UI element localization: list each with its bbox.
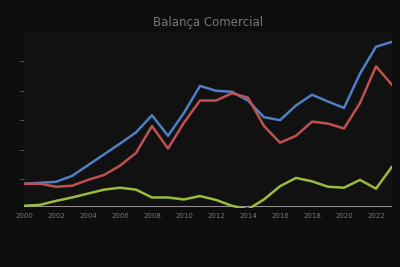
Importações	[38, 182, 42, 185]
Exportações	[214, 89, 218, 92]
Saldo	[150, 196, 154, 199]
Importações	[102, 173, 106, 176]
Exportações	[374, 45, 378, 48]
Exportações	[70, 174, 74, 178]
Saldo	[38, 203, 42, 206]
Saldo	[70, 196, 74, 199]
Importações	[374, 65, 378, 68]
Saldo	[294, 176, 298, 179]
Exportações	[230, 90, 234, 93]
Exportações	[182, 111, 186, 114]
Saldo	[134, 188, 138, 191]
Saldo	[326, 185, 330, 188]
Importações	[310, 120, 314, 123]
Title: Balança Comercial: Balança Comercial	[153, 17, 263, 29]
Importações	[54, 185, 58, 188]
Saldo	[278, 185, 282, 188]
Saldo	[358, 178, 362, 182]
Importações	[182, 121, 186, 124]
Saldo	[198, 194, 202, 198]
Importações	[214, 99, 218, 102]
Exportações	[198, 84, 202, 88]
Exportações	[22, 182, 26, 185]
Importações	[358, 101, 362, 105]
Importações	[278, 141, 282, 144]
Importações	[342, 127, 346, 130]
Importações	[150, 124, 154, 128]
Saldo	[86, 192, 90, 195]
Saldo	[214, 198, 218, 202]
Exportações	[38, 181, 42, 184]
Saldo	[54, 199, 58, 202]
Line: Saldo: Saldo	[24, 167, 392, 209]
Saldo	[390, 165, 394, 168]
Importações	[22, 182, 26, 185]
Line: Importações: Importações	[24, 66, 392, 187]
Exportações	[246, 99, 250, 102]
Exportações	[294, 104, 298, 107]
Exportações	[86, 164, 90, 167]
Importações	[86, 178, 90, 182]
Exportações	[166, 134, 170, 138]
Importações	[166, 147, 170, 150]
Exportações	[342, 106, 346, 109]
Saldo	[246, 208, 250, 211]
Exportações	[310, 93, 314, 96]
Exportações	[102, 153, 106, 156]
Line: Exportações: Exportações	[24, 42, 392, 184]
Importações	[390, 83, 394, 87]
Importações	[294, 134, 298, 138]
Exportações	[134, 131, 138, 134]
Saldo	[230, 204, 234, 207]
Exportações	[150, 114, 154, 117]
Importações	[118, 164, 122, 167]
Saldo	[310, 180, 314, 183]
Saldo	[374, 187, 378, 190]
Saldo	[262, 198, 266, 201]
Importações	[246, 96, 250, 99]
Exportações	[278, 119, 282, 122]
Saldo	[22, 204, 26, 207]
Importações	[198, 99, 202, 102]
Exportações	[358, 72, 362, 75]
Exportações	[326, 100, 330, 103]
Exportações	[54, 180, 58, 183]
Importações	[262, 124, 266, 128]
Importações	[230, 92, 234, 95]
Importações	[326, 122, 330, 125]
Exportações	[118, 142, 122, 145]
Exportações	[262, 116, 266, 119]
Exportações	[390, 40, 394, 44]
Saldo	[118, 186, 122, 189]
Saldo	[182, 198, 186, 201]
Saldo	[166, 196, 170, 199]
Importações	[70, 184, 74, 187]
Saldo	[102, 188, 106, 191]
Importações	[134, 151, 138, 155]
Saldo	[342, 186, 346, 189]
